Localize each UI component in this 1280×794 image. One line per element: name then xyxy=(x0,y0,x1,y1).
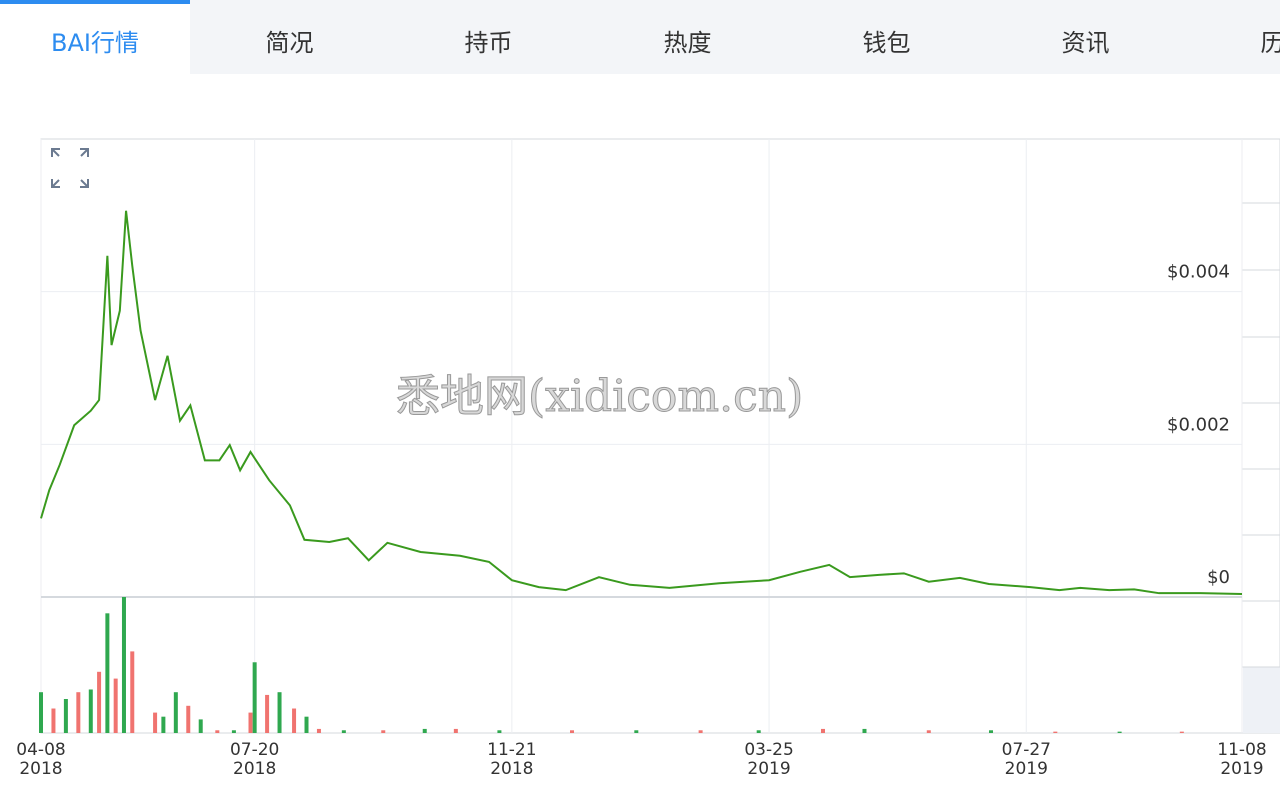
volume-bar xyxy=(862,728,867,733)
tab[interactable]: 钱包 xyxy=(862,29,911,57)
x-tick-label: 07-20 2018 xyxy=(229,740,280,779)
volume-bar xyxy=(51,708,56,733)
volume-bar xyxy=(248,712,253,733)
volume-bar xyxy=(634,730,639,733)
volume-bar xyxy=(39,692,43,733)
price-line xyxy=(40,210,1243,595)
volume-bar xyxy=(265,694,270,733)
tab[interactable]: 历史 xyxy=(1260,29,1280,57)
tab[interactable]: 持币 xyxy=(464,29,513,57)
volume-bar xyxy=(130,651,135,733)
chart-frame xyxy=(40,138,1243,734)
volume-bar xyxy=(231,730,236,733)
y-tick-label: $0 xyxy=(1207,567,1230,588)
x-tick-label: 11-21 2018 xyxy=(487,740,537,779)
volume-bar xyxy=(1053,731,1058,733)
volume-bar xyxy=(381,730,386,733)
volume-bar xyxy=(198,719,203,733)
volume-bar xyxy=(453,728,458,733)
tab[interactable]: 热度 xyxy=(663,29,712,57)
volume-bar xyxy=(97,671,102,733)
volume-bar xyxy=(341,730,346,733)
volume-bar xyxy=(316,728,321,733)
side-panel-lines xyxy=(1242,202,1280,668)
tab[interactable]: BAI行情 xyxy=(0,0,190,74)
volume-bar xyxy=(121,597,126,733)
side-panel-shade xyxy=(1243,667,1280,733)
tab[interactable]: 简况 xyxy=(265,29,314,57)
volume-bar xyxy=(161,716,166,733)
volume-bar xyxy=(63,699,68,733)
y-tick-label: $0.004 xyxy=(1167,262,1230,283)
volume-bar xyxy=(186,705,191,733)
x-tick-label: 07-27 2019 xyxy=(1001,740,1051,779)
volume-bar xyxy=(304,716,309,733)
volume-bar xyxy=(1117,731,1122,733)
fullscreen-icon[interactable] xyxy=(51,148,89,188)
volume-bar xyxy=(252,662,257,733)
volume-bar xyxy=(1179,731,1184,733)
y-tick-label: $0.002 xyxy=(1167,414,1230,435)
volume-bar xyxy=(277,692,282,733)
volume-bar xyxy=(215,730,220,733)
volume-bar xyxy=(113,678,118,733)
watermark: 悉地网(xidicom.cn) xyxy=(395,371,804,423)
volume-bar xyxy=(105,613,110,733)
x-tick-label: 11-08 2019 xyxy=(1217,740,1267,779)
x-tick-label: 03-25 2019 xyxy=(744,740,794,779)
volume-bar xyxy=(756,730,761,733)
volume-bar xyxy=(820,728,825,733)
tab[interactable]: 资讯 xyxy=(1061,29,1110,57)
volume-bar xyxy=(76,692,81,733)
x-tick-label: 04-08 2018 xyxy=(16,740,66,779)
volume-bar xyxy=(153,712,158,733)
volume-bar xyxy=(497,730,502,733)
volume-bar xyxy=(698,730,703,733)
volume-bar xyxy=(989,730,994,733)
volume-bar xyxy=(926,730,931,733)
volume-bar xyxy=(88,689,93,733)
side-panel xyxy=(1241,138,1280,734)
tab-bar: BAI行情 简况 持币 热度 钱包 资讯 历史 xyxy=(0,0,1280,74)
volume-bar xyxy=(292,708,297,733)
volume-bar xyxy=(570,730,575,733)
volume-bar xyxy=(173,692,178,733)
volume-bar xyxy=(422,728,427,733)
